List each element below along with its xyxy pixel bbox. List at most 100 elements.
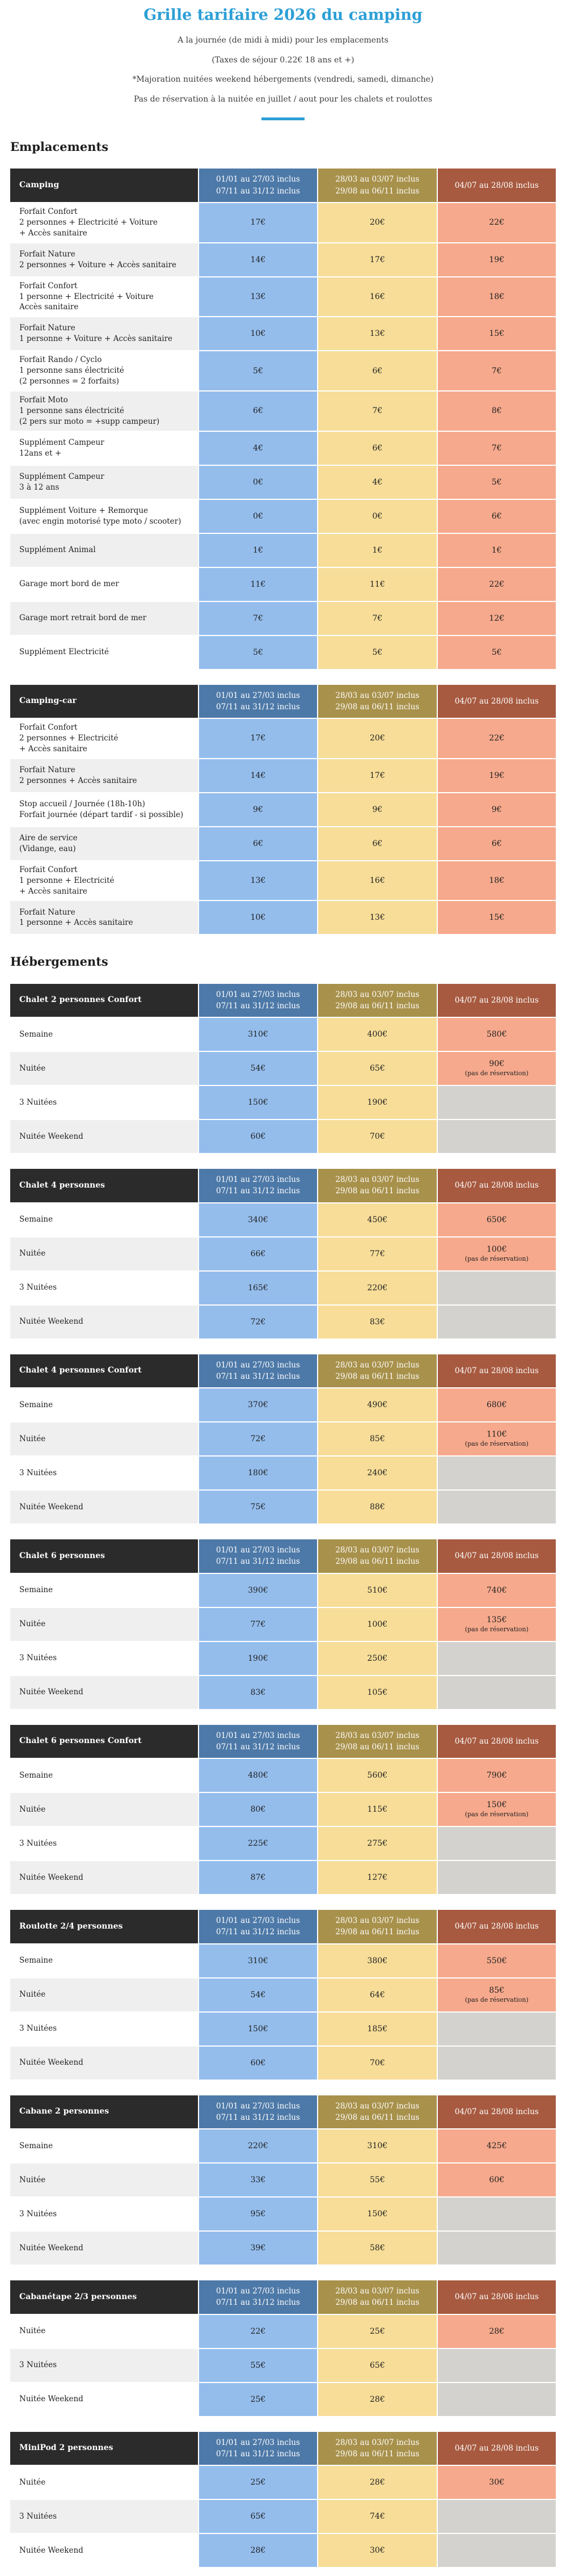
price-value: 90€ — [489, 1059, 505, 1068]
row-label-cell: Garage mort bord de mer — [10, 567, 198, 601]
row-label-cell: 3 Nuitées — [10, 2198, 198, 2231]
price-cell: 33€ — [198, 2163, 318, 2197]
pricing-page: Grille tarifaire 2026 du camping A la jo… — [0, 7, 566, 2576]
table-row: Stop accueil / Journée (18h-10h) Forfait … — [10, 793, 556, 826]
price-table: Chalet 2 personnes Confort 01/01 au 27/03… — [9, 983, 557, 1155]
period-header-cell: 04/07 au 28/08 inclus — [437, 169, 556, 202]
price-cell: 9€ — [198, 793, 318, 826]
table-row: Nuitée 66€ 77€ 100€ (pas de réservation) — [10, 1237, 556, 1270]
table-row: Forfait Confort 2 personnes + Electricité… — [10, 719, 556, 758]
price-cell: 30€ — [318, 2534, 437, 2567]
table-row: Nuitée 25€ 28€ 30€ — [10, 2466, 556, 2499]
row-label-cell: Forfait Nature 1 personne + Voiture + Acc… — [10, 317, 198, 351]
price-cell: 11€ — [318, 567, 437, 601]
price-cell: 7€ — [437, 351, 556, 390]
period-header-cell: 04/07 au 28/08 inclus — [437, 1910, 556, 1943]
period-header-cell: 28/03 au 03/07 inclus 29/08 au 06/11 incl… — [318, 684, 437, 718]
price-cell: 8€ — [437, 391, 556, 431]
table-row: Nuitée Weekend 25€ 28€ — [10, 2383, 556, 2416]
price-cell: 74€ — [318, 2500, 437, 2533]
price-cell: 17€ — [318, 243, 437, 276]
table-row: Forfait Confort 1 personne + Electricité +… — [10, 861, 556, 900]
table-row: 3 Nuitées 95€ 150€ — [10, 2198, 556, 2231]
price-cell: 83€ — [198, 1676, 318, 1709]
price-cell: 0€ — [318, 499, 437, 533]
row-label-cell: Stop accueil / Journée (18h-10h) Forfait … — [10, 793, 198, 826]
period-header-cell: 01/01 au 27/03 inclus 07/11 au 31/12 incl… — [198, 2095, 318, 2129]
table-title-cell: Cabanétape 2/3 personnes — [10, 2280, 198, 2314]
price-cell: 100€ — [318, 1607, 437, 1641]
period-header-cell: 04/07 au 28/08 inclus — [437, 1354, 556, 1388]
row-label-cell: 3 Nuitées — [10, 2500, 198, 2533]
row-label-cell: Nuitée — [10, 2314, 198, 2348]
row-label-cell: Forfait Confort 2 personnes + Electricité… — [10, 719, 198, 758]
subtitle-line-1: A la journée (de midi à midi) pour les e… — [178, 35, 388, 45]
price-value: 100€ — [486, 1244, 507, 1254]
price-cell: 225€ — [198, 1827, 318, 1861]
row-label-cell: Semaine — [10, 2129, 198, 2163]
price-cell: 6€ — [318, 827, 437, 860]
price-note: (pas de réservation) — [464, 1625, 529, 1633]
row-label-cell: Nuitée Weekend — [10, 1491, 198, 1524]
table-row: Supplément Campeur 3 à 12 ans 0€ 4€ 5€ — [10, 465, 556, 499]
price-cell: 22€ — [437, 719, 556, 758]
row-label-cell: Semaine — [10, 1018, 198, 1051]
price-cell: 5€ — [437, 465, 556, 499]
table-row: Semaine 390€ 510€ 740€ — [10, 1573, 556, 1607]
row-label-cell: Nuitée — [10, 1978, 198, 2011]
period-header-cell: 28/03 au 03/07 inclus 29/08 au 06/11 incl… — [318, 1354, 437, 1388]
row-label-cell: Forfait Confort 1 personne + Electricité … — [10, 277, 198, 317]
price-cell: 19€ — [437, 759, 556, 792]
table-row: Forfait Nature 1 personne + Voiture + Acc… — [10, 317, 556, 351]
table-row: Semaine 310€ 400€ 580€ — [10, 1018, 556, 1051]
row-label-cell: Supplément Animal — [10, 533, 198, 567]
price-cell: 560€ — [318, 1759, 437, 1792]
row-label-cell: Semaine — [10, 1573, 198, 1607]
price-cell: 10€ — [198, 317, 318, 351]
price-cell: 18€ — [437, 277, 556, 317]
table-row: Aire de service (Vidange, eau) 6€ 6€ 6€ — [10, 827, 556, 860]
empty-price-cell — [437, 1491, 556, 1524]
row-label-cell: Semaine — [10, 1203, 198, 1236]
period-header-cell: 28/03 au 03/07 inclus 29/08 au 06/11 incl… — [318, 169, 437, 202]
price-cell: 1€ — [318, 533, 437, 567]
row-label-cell: Nuitée — [10, 2163, 198, 2197]
price-cell: 77€ — [198, 1607, 318, 1641]
row-label-cell: 3 Nuitées — [10, 1271, 198, 1304]
price-cell: 150€ — [198, 1086, 318, 1119]
table-title-cell: Roulotte 2/4 personnes — [10, 1910, 198, 1943]
empty-price-cell — [437, 1086, 556, 1119]
price-cell: 220€ — [198, 2129, 318, 2163]
table-header-row: Cabane 2 personnes 01/01 au 27/03 inclus 0… — [10, 2095, 556, 2129]
row-label-cell: 3 Nuitées — [10, 1641, 198, 1675]
price-cell: 75€ — [198, 1491, 318, 1524]
section-heading: Emplacements — [10, 140, 109, 154]
period-header-cell: 28/03 au 03/07 inclus 29/08 au 06/11 incl… — [318, 2431, 437, 2465]
section-heading: Hébergements — [10, 954, 108, 969]
table-row: Forfait Moto 1 personne sans électricité(… — [10, 391, 556, 431]
table-row: Nuitée 22€ 25€ 28€ — [10, 2314, 556, 2348]
table-row: Nuitée Weekend 39€ 58€ — [10, 2232, 556, 2265]
price-cell: 4€ — [318, 465, 437, 499]
period-header-cell: 04/07 au 28/08 inclus — [437, 1169, 556, 1202]
table-header-row: Camping 01/01 au 27/03 inclus 07/11 au 31/… — [10, 169, 556, 202]
table-row: Forfait Confort 2 personnes + Electricité… — [10, 203, 556, 242]
price-cell: 17€ — [198, 203, 318, 242]
empty-price-cell — [437, 2500, 556, 2533]
table-row: Nuitée Weekend 72€ 83€ — [10, 1305, 556, 1338]
row-label-cell: Nuitée Weekend — [10, 1305, 198, 1338]
price-cell: 17€ — [198, 719, 318, 758]
price-cell: 7€ — [437, 431, 556, 465]
row-label-cell: Nuitée — [10, 2466, 198, 2499]
table-row: Nuitée 72€ 85€ 110€ (pas de réservation) — [10, 1422, 556, 1456]
price-cell: 58€ — [318, 2232, 437, 2265]
row-label-cell: Forfait Confort 1 personne + Electricité +… — [10, 861, 198, 900]
sections-container: Emplacements Camping 01/01 au 27/03 inclus… — [10, 140, 556, 2568]
price-cell: 66€ — [198, 1237, 318, 1270]
period-header-cell: 28/03 au 03/07 inclus 29/08 au 06/11 incl… — [318, 2095, 437, 2129]
price-cell: 150€ — [198, 2012, 318, 2045]
accent-divider — [261, 117, 305, 121]
row-label-cell: Forfait Rando / Cyclo 1 personne sans éle… — [10, 351, 198, 390]
price-cell: 740€ — [437, 1573, 556, 1607]
price-cell: 72€ — [198, 1422, 318, 1456]
